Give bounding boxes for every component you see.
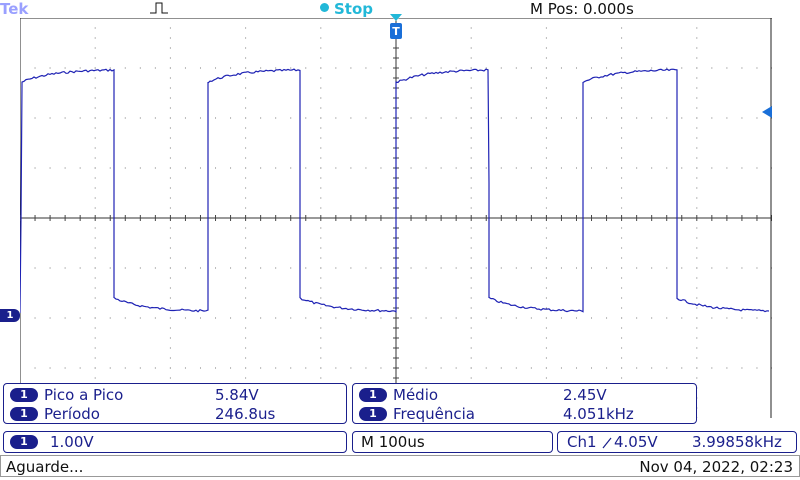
measurement-label: Pico a Pico xyxy=(44,386,124,404)
run-status-icon xyxy=(320,3,329,12)
horizontal-position-readout: M Pos: 0.000s xyxy=(530,0,634,18)
trigger-level: 4.05V xyxy=(614,433,658,451)
scope-display xyxy=(20,18,772,418)
channel-scale-box: 1 1.00V xyxy=(3,431,347,453)
channel-badge: 1 xyxy=(359,388,387,402)
measurement-panel-right: 1 Médio 2.45V 1 Frequência 4.051kHz xyxy=(352,383,697,424)
measurement-label: Médio xyxy=(393,386,439,404)
measurement-value: 2.45V xyxy=(563,386,607,404)
trigger-level-icon xyxy=(762,106,772,118)
measurement-label: Período xyxy=(44,405,100,423)
rising-edge-icon xyxy=(602,437,612,449)
measurement-row: 1 Pico a Pico 5.84V xyxy=(4,385,346,405)
channel-badge: 1 xyxy=(10,435,38,449)
trigger-position-icon: T xyxy=(390,14,402,39)
brand-logo: Tek xyxy=(0,0,29,18)
channel1-ground-marker: 1 xyxy=(0,309,20,322)
measurement-row: 1 Médio 2.45V xyxy=(353,385,696,405)
trigger-edge-icon xyxy=(150,2,168,14)
trigger-frequency: 3.99858kHz xyxy=(692,433,782,451)
channel-scale: 1.00V xyxy=(50,433,94,451)
run-status: Stop xyxy=(334,0,374,18)
measurement-value: 246.8us xyxy=(215,405,276,423)
svg-text:T: T xyxy=(392,25,400,38)
top-bar: Tek Stop M Pos: 0.000s xyxy=(0,0,800,18)
measurement-row: 1 Frequência 4.051kHz xyxy=(353,404,696,424)
timebase-box: M 100us xyxy=(352,431,553,453)
timebase: M 100us xyxy=(361,433,425,451)
measurement-label: Frequência xyxy=(393,405,475,423)
status-message: Aguarde... xyxy=(6,458,84,476)
measurement-value: 4.051kHz xyxy=(563,405,634,423)
date-time: Nov 04, 2022, 02:23 xyxy=(639,458,793,476)
trigger-source: Ch1 xyxy=(567,433,597,451)
channel-badge: 1 xyxy=(10,407,38,421)
channel-badge: 1 xyxy=(10,388,38,402)
trigger-info-box: Ch1 4.05V 3.99858kHz xyxy=(557,431,797,453)
measurement-panel-left: 1 Pico a Pico 5.84V 1 Período 246.8us xyxy=(3,383,347,424)
measurement-row: 1 Período 246.8us xyxy=(4,404,346,424)
channel-badge: 1 xyxy=(359,407,387,421)
measurement-value: 5.84V xyxy=(215,386,259,404)
channel1-waveform xyxy=(20,68,770,314)
footer-bar: Aguarde... Nov 04, 2022, 02:23 xyxy=(0,455,800,477)
